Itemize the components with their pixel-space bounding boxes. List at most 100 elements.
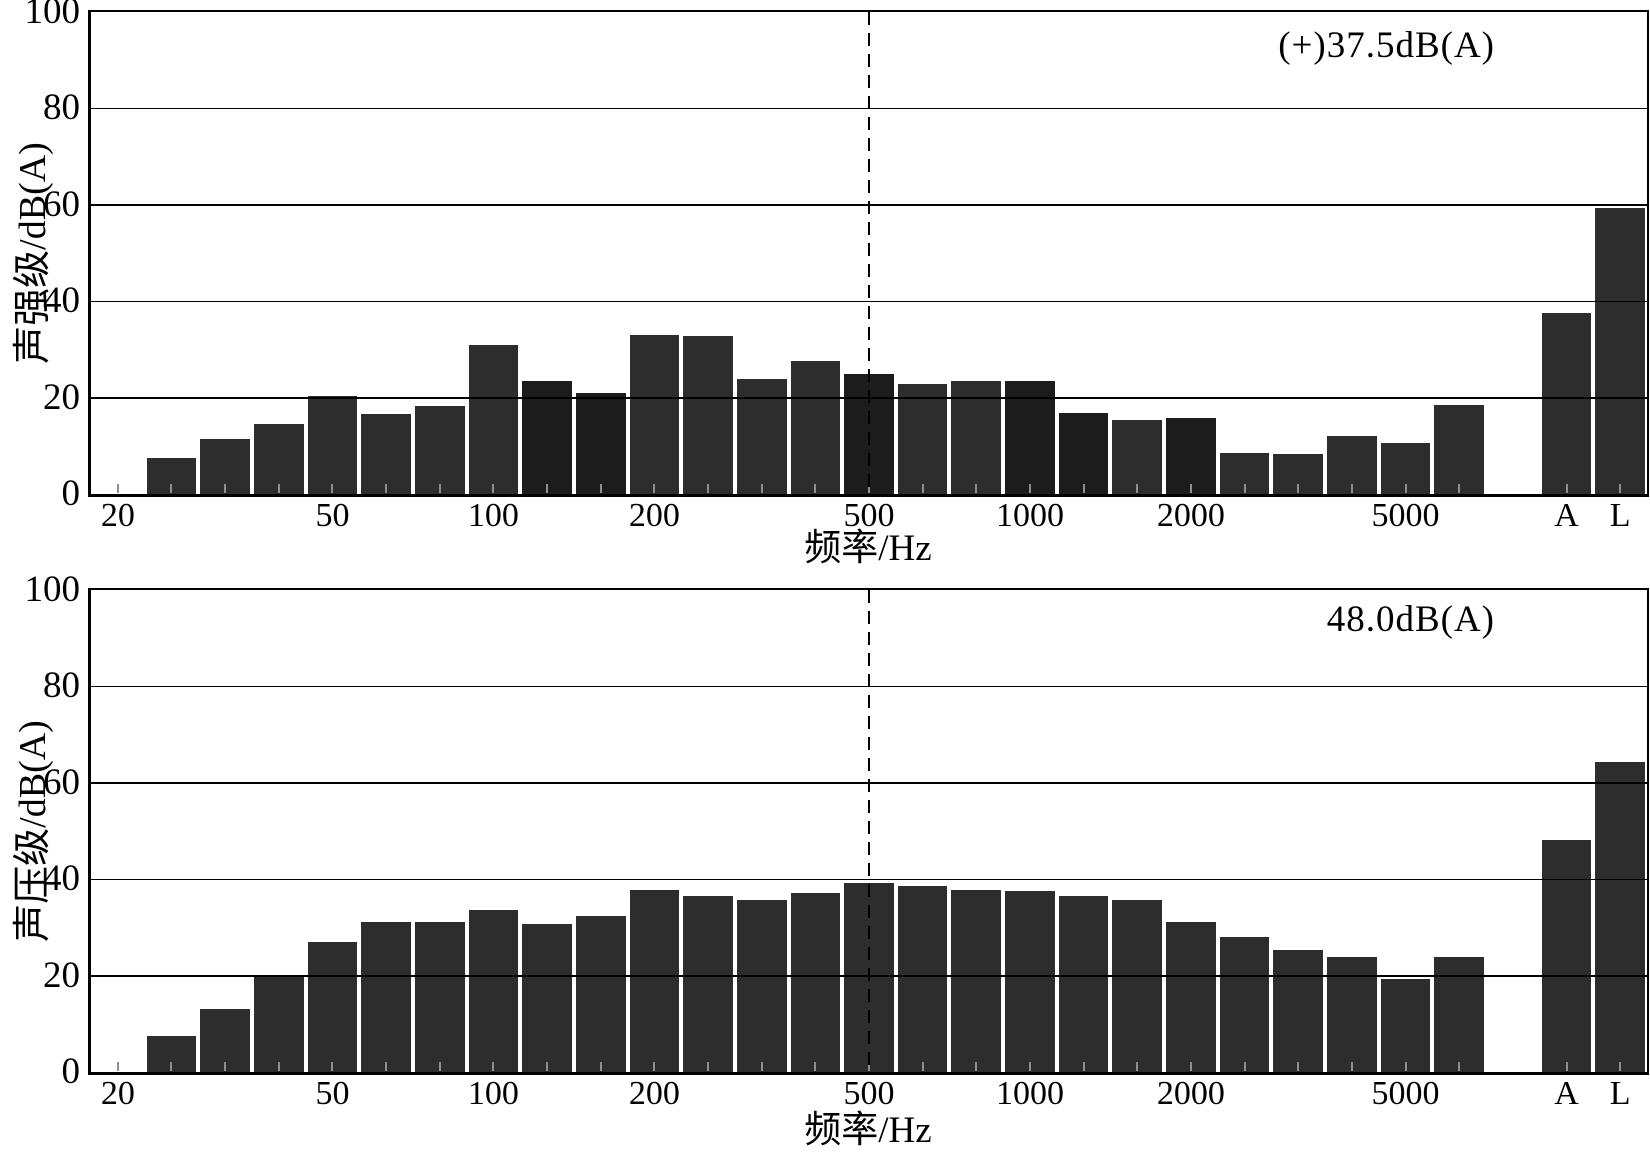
x-tick-label-1000: 1000	[995, 1075, 1064, 1112]
y-tick-label-0: 0	[61, 473, 81, 514]
band-tick	[1082, 1062, 1085, 1071]
bar-1600	[1112, 420, 1163, 494]
band-tick	[814, 484, 817, 493]
band-tick	[975, 484, 978, 493]
plot-area: 48.0dB(A)	[88, 588, 1649, 1075]
bar-80	[414, 922, 465, 1072]
x-tick-label-100: 100	[467, 497, 519, 534]
band-tick	[921, 484, 924, 493]
bar-200	[629, 334, 680, 494]
band-tick	[1243, 1062, 1246, 1071]
bar-400	[790, 360, 841, 494]
band-tick	[492, 1062, 495, 1071]
y-tick-label-40: 40	[43, 280, 80, 322]
x-tick-label-500: 500	[843, 1075, 895, 1112]
bar-A	[1541, 839, 1592, 1072]
bar-100	[468, 344, 519, 494]
band-tick	[277, 1062, 280, 1071]
band-tick	[331, 1062, 334, 1071]
y-tick-label-60: 60	[43, 183, 80, 225]
band-tick	[1458, 484, 1461, 493]
band-tick	[1350, 484, 1353, 493]
bar-5000	[1380, 978, 1431, 1072]
y-tick-label-80: 80	[43, 665, 80, 707]
x-tick-label-50: 50	[315, 1075, 350, 1112]
band-tick	[1404, 484, 1407, 493]
band-tick	[760, 484, 763, 493]
bar-6300	[1434, 404, 1485, 494]
x-tick-label-L: L	[1609, 1075, 1631, 1112]
dashed-500hz-marker	[868, 12, 870, 494]
band-tick	[438, 1062, 441, 1071]
band-tick	[438, 484, 441, 493]
band-tick	[1458, 1062, 1461, 1071]
x-tick-label-50: 50	[315, 497, 350, 534]
bar-63	[361, 414, 411, 494]
band-tick	[1404, 1062, 1407, 1071]
bar-630	[897, 383, 948, 494]
band-tick	[707, 484, 710, 493]
bar-2500	[1219, 937, 1270, 1072]
x-tick-label-20: 20	[100, 1075, 135, 1112]
band-tick	[546, 484, 549, 493]
y-tick-label-20: 20	[43, 954, 80, 996]
x-axis-title: 频率/Hz	[804, 1110, 932, 1151]
y-tick-label-60: 60	[43, 761, 80, 803]
band-tick	[492, 484, 495, 493]
bar-50	[307, 396, 358, 494]
y-tick-label-0: 0	[61, 1051, 81, 1092]
x-axis-title: 频率/Hz	[804, 528, 932, 569]
bar-80	[414, 406, 465, 494]
y-axis-title: 声强级/dB(A)	[12, 142, 54, 364]
bar-630	[897, 886, 948, 1072]
band-tick	[599, 484, 602, 493]
bar-40	[253, 423, 304, 494]
y-tick-label-100: 100	[24, 0, 81, 32]
band-tick	[653, 484, 656, 493]
band-tick	[224, 1062, 227, 1071]
bar-1250	[1058, 412, 1109, 494]
band-tick	[1189, 1062, 1192, 1071]
band-tick	[116, 484, 119, 493]
x-tick-label-100: 100	[467, 1075, 519, 1112]
x-tick-label-5000: 5000	[1371, 1075, 1440, 1112]
bar-50	[307, 941, 358, 1072]
bar-31.5	[200, 1009, 250, 1072]
band-tick	[1565, 1062, 1568, 1071]
bar-63	[361, 922, 411, 1072]
bar-125	[522, 381, 572, 494]
bar-125	[522, 923, 572, 1072]
band-tick	[653, 1062, 656, 1071]
x-tick-label-200: 200	[628, 1075, 680, 1112]
x-tick-label-5000: 5000	[1371, 497, 1440, 534]
band-tick	[760, 1062, 763, 1071]
bar-L	[1595, 207, 1645, 494]
y-axis-title: 声压级/dB(A)	[12, 720, 54, 942]
band-tick	[116, 1062, 119, 1071]
bar-100	[468, 910, 519, 1072]
band-tick	[224, 484, 227, 493]
band-tick	[1565, 484, 1568, 493]
chart-sound-intensity: 声强级/dB(A) 0 20 40 60 80 100 (+)37.5dB(A) 20 50…	[12, 0, 1649, 569]
bar-40	[253, 976, 304, 1072]
x-tick-label-2000: 2000	[1156, 497, 1225, 534]
band-tick	[170, 1062, 173, 1071]
band-tick	[331, 484, 334, 493]
band-tick	[707, 1062, 710, 1071]
bar-800	[951, 889, 1002, 1072]
x-tick-label-A: A	[1554, 1075, 1579, 1112]
x-tick-label-20: 20	[100, 497, 135, 534]
bar-400	[790, 892, 841, 1072]
bar-1250	[1058, 895, 1109, 1072]
x-tick-label-A: A	[1554, 497, 1579, 534]
y-tick-label-20: 20	[43, 376, 80, 418]
band-tick	[1082, 484, 1085, 493]
bar-200	[629, 889, 680, 1072]
x-tick-label-500: 500	[843, 497, 895, 534]
bar-2000	[1166, 922, 1216, 1072]
dashed-500hz-marker	[868, 590, 870, 1072]
bar-2000	[1166, 417, 1216, 494]
band-tick	[1243, 484, 1246, 493]
bar-160	[575, 915, 626, 1072]
